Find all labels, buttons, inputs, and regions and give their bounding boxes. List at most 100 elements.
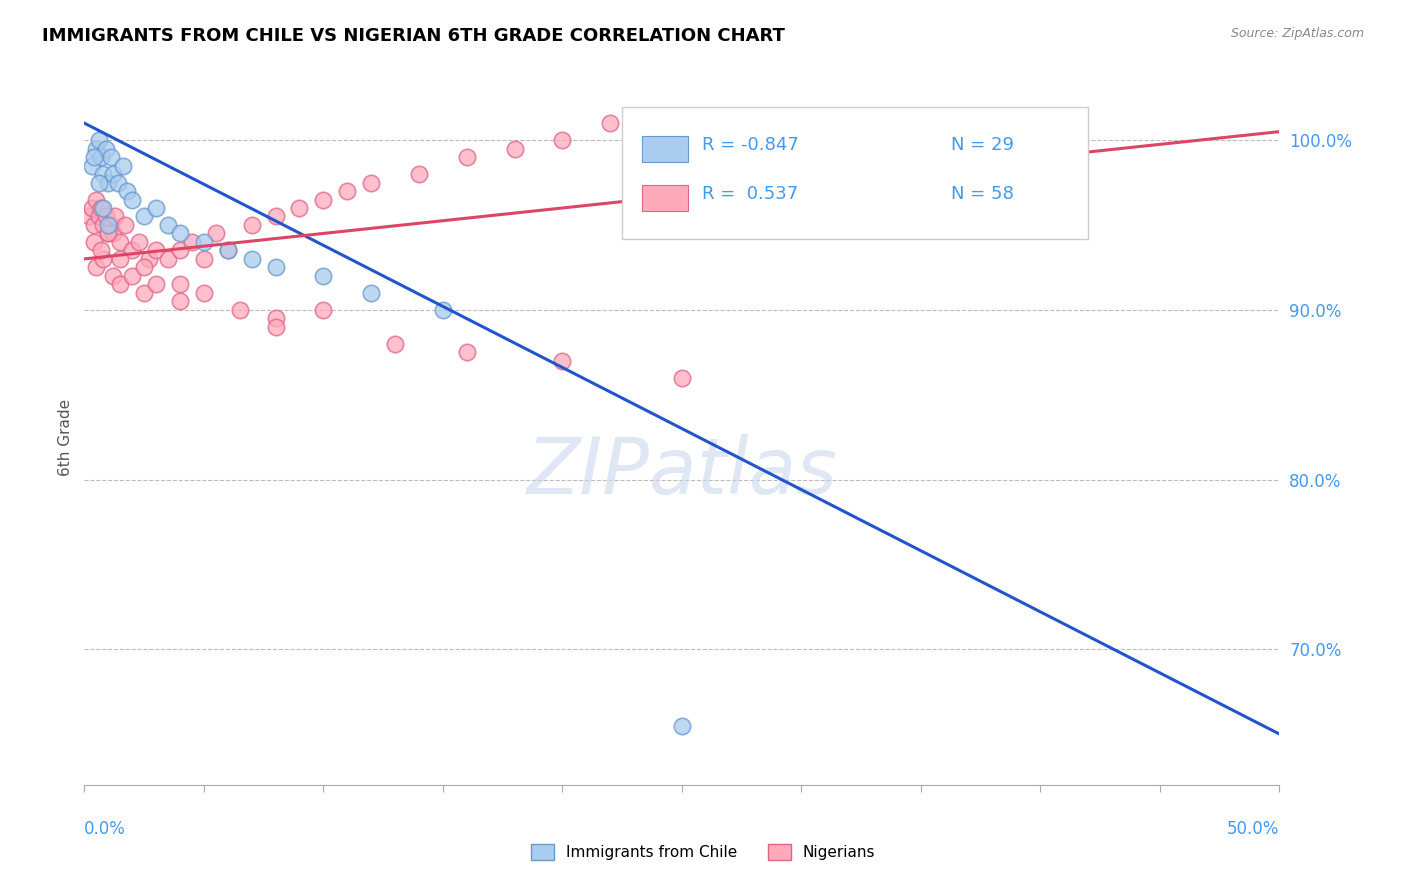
Point [107, 176, 129, 190]
Text: ZIPatlas: ZIPatlas [526, 434, 838, 510]
Point [101, 227, 124, 241]
Point [87, 133, 110, 147]
Point [671, 370, 693, 384]
Text: IMMIGRANTS FROM CHILE VS NIGERIAN 6TH GRADE CORRELATION CHART: IMMIGRANTS FROM CHILE VS NIGERIAN 6TH GR… [42, 27, 785, 45]
Point [83, 218, 105, 232]
Text: R =  0.537: R = 0.537 [702, 185, 799, 202]
Point [97, 227, 120, 241]
Point [90, 244, 112, 258]
Point [336, 184, 359, 198]
FancyBboxPatch shape [623, 106, 1088, 239]
Point [193, 235, 215, 249]
Point [312, 193, 335, 207]
Point [169, 277, 191, 292]
Text: Source: ZipAtlas.com: Source: ZipAtlas.com [1230, 27, 1364, 40]
Point [111, 159, 134, 173]
Point [93, 201, 115, 215]
Point [240, 218, 263, 232]
Point [217, 244, 239, 258]
Point [121, 244, 143, 258]
Point [671, 718, 693, 732]
Point [87, 176, 110, 190]
Point [121, 268, 143, 283]
Point [97, 227, 120, 241]
Point [169, 294, 191, 309]
Legend: Immigrants from Chile, Nigerians: Immigrants from Chile, Nigerians [524, 838, 882, 866]
Point [93, 252, 115, 266]
Point [77, 210, 100, 224]
Point [83, 235, 105, 249]
Point [193, 285, 215, 300]
FancyBboxPatch shape [643, 136, 688, 162]
Text: 50.0%: 50.0% [1227, 820, 1279, 838]
Point [312, 302, 335, 317]
Point [169, 227, 191, 241]
Point [551, 353, 574, 368]
Point [264, 260, 287, 275]
Point [87, 210, 110, 224]
Point [110, 252, 132, 266]
Point [128, 235, 150, 249]
Point [264, 311, 287, 326]
Point [360, 176, 382, 190]
Point [94, 210, 117, 224]
Point [503, 142, 526, 156]
Point [104, 210, 127, 224]
Point [384, 336, 406, 351]
Point [117, 184, 139, 198]
Point [456, 150, 478, 164]
Point [138, 252, 160, 266]
Text: N = 58: N = 58 [950, 185, 1014, 202]
Text: R = -0.847: R = -0.847 [702, 136, 799, 153]
Point [599, 116, 621, 130]
Point [157, 218, 180, 232]
Point [100, 218, 122, 232]
Point [408, 167, 430, 181]
Text: N = 29: N = 29 [950, 136, 1014, 153]
Point [86, 260, 108, 275]
Point [432, 302, 454, 317]
Point [80, 201, 103, 215]
Point [264, 210, 287, 224]
Point [90, 201, 112, 215]
Point [100, 150, 122, 164]
FancyBboxPatch shape [643, 185, 688, 211]
Point [264, 319, 287, 334]
Point [157, 252, 180, 266]
Point [101, 268, 124, 283]
Text: 0.0%: 0.0% [84, 820, 127, 838]
Point [240, 252, 263, 266]
Point [145, 244, 167, 258]
Point [86, 193, 108, 207]
Point [217, 244, 239, 258]
Y-axis label: 6th Grade: 6th Grade [58, 399, 73, 475]
Point [86, 142, 108, 156]
Point [97, 218, 120, 232]
Point [312, 268, 335, 283]
Point [114, 218, 136, 232]
Point [456, 345, 478, 359]
Point [101, 167, 124, 181]
Point [94, 142, 117, 156]
Point [551, 133, 574, 147]
Point [205, 227, 228, 241]
Point [132, 260, 156, 275]
Point [93, 218, 115, 232]
Point [93, 167, 115, 181]
Point [193, 252, 215, 266]
Point [145, 201, 167, 215]
Point [80, 159, 103, 173]
Point [83, 150, 105, 164]
Point [360, 285, 382, 300]
Point [229, 302, 252, 317]
Point [169, 244, 191, 258]
Point [145, 277, 167, 292]
Point [97, 176, 120, 190]
Point [181, 235, 204, 249]
Point [110, 235, 132, 249]
Point [121, 193, 143, 207]
Point [288, 201, 311, 215]
Point [110, 277, 132, 292]
Point [132, 210, 156, 224]
Point [90, 150, 112, 164]
